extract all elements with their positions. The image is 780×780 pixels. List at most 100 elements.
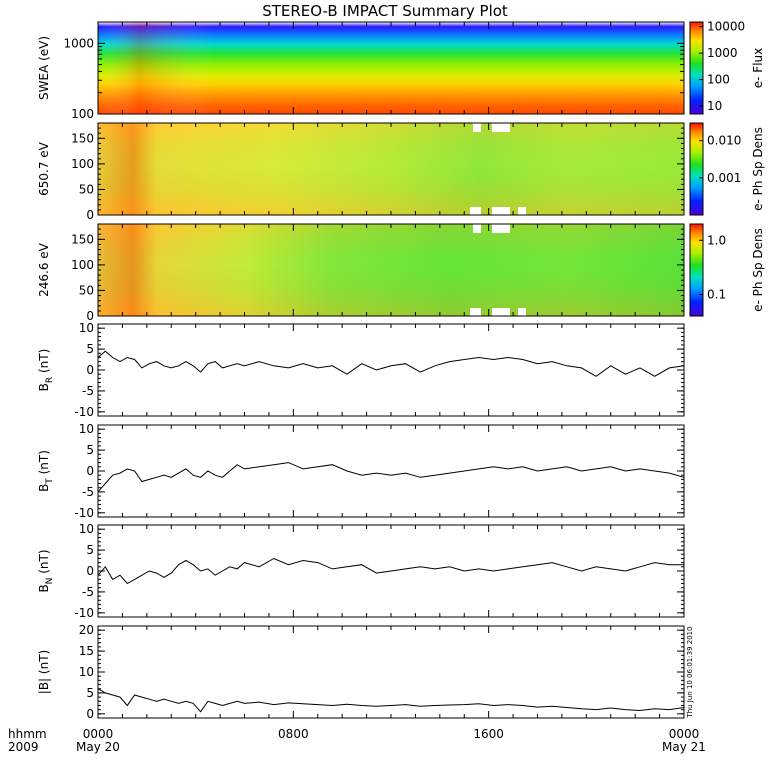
- footer-year: 2009: [8, 740, 39, 754]
- y-tick-label: 10: [79, 321, 94, 335]
- y-tick-label: 0: [86, 464, 94, 478]
- bt-ylabel: BT (nT): [37, 450, 55, 492]
- swea-ylabel: SWEA (eV): [37, 36, 51, 100]
- colorbar-tick-label: 0.1: [707, 287, 726, 301]
- pa650-colorbar-ticks: 0.001 0.010: [699, 134, 741, 185]
- y-tick-label: 100: [71, 157, 94, 171]
- bt-series-line: [97, 462, 685, 493]
- x-tick-label: 0000: [669, 727, 700, 741]
- br-ylabel: BR (nT): [37, 349, 55, 392]
- y-tick-label: -5: [82, 585, 94, 599]
- y-tick-label: -5: [82, 485, 94, 499]
- pa246-gap-top-2: [492, 224, 510, 233]
- colorbar-tick-label: 0.001: [707, 171, 741, 185]
- pa246-colorbar-ticks: 0.1 1.0: [699, 233, 726, 301]
- pa246-gap-bottom-1: [470, 308, 481, 316]
- pa650-ylabel: 650.7 eV: [37, 141, 51, 196]
- pa246-gap-bottom-3: [518, 308, 526, 316]
- pa650-colorbar: 0.001 0.010 e- Ph Sp Dens: [689, 122, 765, 216]
- y-tick-label: 100: [71, 258, 94, 272]
- swea-colorbar-scale: [689, 21, 704, 115]
- y-tick-label: 10: [79, 522, 94, 536]
- pa246-y-axis: 0 50 100 150: [71, 223, 684, 323]
- panel-swea: 100 1000 SWEA (eV) 10 100 1000 10000 e- Flux: [37, 20, 765, 121]
- bmag-y-axis: 0 5 10 15 20: [79, 623, 684, 721]
- panel-bmag: 0 5 10 15 20 |B| (nT) Thu Jun 10 06:01:39 20…: [37, 623, 694, 721]
- colorbar-tick-label: 100: [707, 73, 730, 87]
- pa246-overlay: [98, 224, 684, 316]
- swea-y-axis: 100 1000: [63, 21, 684, 121]
- colorbar-tick-label: 10000: [707, 20, 745, 34]
- colorbar-tick-label: 1.0: [707, 233, 726, 247]
- pa650-colorbar-label: e- Ph Sp Dens: [751, 127, 765, 211]
- bt-y-axis: -10 -5 0 5 10: [74, 422, 684, 520]
- panel-bn: -10 -5 0 5 10 BN (nT): [37, 522, 685, 620]
- panel-pa-650: 0 50 100 150 650.7 eV 0.001 0.010 e- Ph Sp D…: [37, 122, 765, 222]
- swea-colorbar: 10 100 1000 10000 e- Flux: [689, 20, 765, 115]
- br-frame: [97, 323, 685, 417]
- bmag-ylabel: |B| (nT): [37, 650, 51, 694]
- pa246-gap-bottom-2: [492, 308, 510, 316]
- y-tick-label: 150: [71, 131, 94, 145]
- y-tick-label: 10: [79, 665, 94, 679]
- y-tick-label: 5: [86, 443, 94, 457]
- plot-title: STEREO-B IMPACT Summary Plot: [262, 2, 508, 20]
- y-tick-label: 0: [86, 208, 94, 222]
- pa246-colorbar-label: e- Ph Sp Dens: [751, 228, 765, 312]
- y-tick-label: 0: [86, 707, 94, 721]
- pa650-gap-top-2: [492, 123, 510, 132]
- panel-br: -10 -5 0 5 10 BR (nT): [37, 321, 685, 419]
- br-series-line: [97, 350, 685, 377]
- y-tick-label: 1000: [63, 36, 94, 50]
- pa246-colorbar: 0.1 1.0 e- Ph Sp Dens: [689, 223, 765, 317]
- x-tick-label: 0000: [83, 727, 114, 741]
- y-tick-label: 5: [86, 543, 94, 557]
- swea-overlay: [98, 22, 684, 114]
- y-tick-label: 20: [79, 623, 94, 637]
- x-tick-date: May 21: [662, 740, 706, 754]
- x-tick-date: May 20: [76, 740, 120, 754]
- x-tick-label: 0800: [278, 727, 309, 741]
- footer-hhmm: hhmm: [8, 727, 47, 741]
- pa650-y-axis: 0 50 100 150: [71, 122, 684, 222]
- pa650-gap-bottom-3: [518, 207, 526, 215]
- pa246-ylabel: 246.6 eV: [37, 242, 51, 297]
- pa650-overlay: [98, 123, 684, 215]
- bmag-frame: [97, 625, 685, 719]
- bn-ylabel: BN (nT): [37, 549, 55, 592]
- bmag-series-line: [97, 688, 685, 713]
- y-tick-label: -5: [82, 384, 94, 398]
- panel-pa-246: 0 50 100 150 246.6 eV 0.1 1.0 e- Ph Sp Dens: [37, 223, 765, 323]
- pa650-colorbar-scale: [689, 122, 704, 216]
- y-tick-label: 15: [79, 644, 94, 658]
- y-tick-label: 0: [86, 363, 94, 377]
- x-tick-label: 1600: [473, 727, 504, 741]
- y-tick-label: -10: [74, 506, 94, 520]
- y-tick-label: 5: [86, 342, 94, 356]
- bn-series-line: [97, 557, 684, 585]
- colorbar-tick-label: 1000: [707, 46, 738, 60]
- pa246-colorbar-scale: [689, 223, 704, 317]
- pa650-gap-bottom-2: [492, 207, 510, 215]
- y-tick-label: 50: [79, 182, 94, 196]
- pa246-gap-top-1: [473, 224, 481, 233]
- br-y-axis: -10 -5 0 5 10: [74, 321, 684, 419]
- y-tick-label: -10: [74, 606, 94, 620]
- bn-y-axis: -10 -5 0 5 10: [74, 522, 684, 620]
- y-tick-label: 50: [79, 283, 94, 297]
- y-tick-label: 5: [86, 686, 94, 700]
- y-tick-label: 10: [79, 422, 94, 436]
- y-tick-label: -10: [74, 405, 94, 419]
- panel-bt: -10 -5 0 5 10 BT (nT): [37, 422, 685, 520]
- colorbar-tick-label: 10: [707, 99, 722, 113]
- pa650-gap-bottom-1: [470, 207, 481, 215]
- y-tick-label: 150: [71, 232, 94, 246]
- swea-colorbar-label: e- Flux: [751, 48, 765, 88]
- pa650-gap-top-1: [473, 123, 481, 132]
- y-tick-label: 100: [71, 107, 94, 121]
- colorbar-tick-label: 0.010: [707, 134, 741, 148]
- swea-colorbar-ticks: 10 100 1000 10000: [699, 20, 745, 113]
- y-tick-label: 0: [86, 309, 94, 323]
